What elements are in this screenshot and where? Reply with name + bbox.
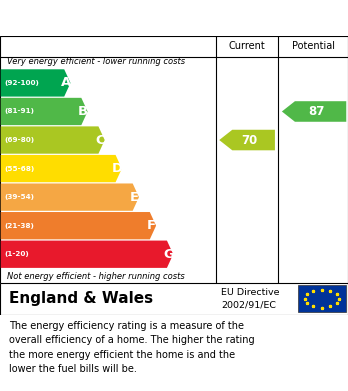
Text: Energy Efficiency Rating: Energy Efficiency Rating: [9, 11, 230, 26]
FancyBboxPatch shape: [298, 285, 346, 312]
Text: (69-80): (69-80): [4, 137, 34, 143]
Text: E: E: [130, 191, 139, 204]
Text: (21-38): (21-38): [4, 223, 34, 229]
Polygon shape: [1, 155, 122, 182]
Text: (39-54): (39-54): [4, 194, 34, 200]
Text: Not energy efficient - higher running costs: Not energy efficient - higher running co…: [7, 272, 185, 281]
Text: (1-20): (1-20): [4, 251, 29, 257]
Text: Potential: Potential: [292, 41, 335, 52]
Text: F: F: [147, 219, 156, 232]
Polygon shape: [1, 98, 88, 125]
Text: 70: 70: [242, 134, 258, 147]
Polygon shape: [1, 126, 105, 154]
Text: G: G: [163, 248, 174, 261]
Text: (81-91): (81-91): [4, 108, 34, 115]
Text: (92-100): (92-100): [4, 80, 39, 86]
Text: (55-68): (55-68): [4, 165, 34, 172]
Text: A: A: [61, 76, 71, 90]
FancyBboxPatch shape: [0, 283, 348, 315]
Polygon shape: [1, 212, 156, 239]
Text: C: C: [95, 134, 105, 147]
Text: D: D: [112, 162, 123, 175]
Polygon shape: [282, 101, 346, 122]
Text: EU Directive
2002/91/EC: EU Directive 2002/91/EC: [221, 288, 279, 309]
Polygon shape: [1, 183, 139, 211]
Text: The energy efficiency rating is a measure of the
overall efficiency of a home. T: The energy efficiency rating is a measur…: [9, 321, 254, 374]
Text: England & Wales: England & Wales: [9, 291, 153, 306]
FancyBboxPatch shape: [0, 36, 348, 283]
Polygon shape: [219, 130, 275, 150]
Text: B: B: [78, 105, 88, 118]
Text: 87: 87: [308, 105, 325, 118]
Text: Very energy efficient - lower running costs: Very energy efficient - lower running co…: [7, 57, 185, 66]
Polygon shape: [1, 69, 70, 97]
Polygon shape: [1, 240, 173, 268]
Text: Current: Current: [229, 41, 266, 52]
